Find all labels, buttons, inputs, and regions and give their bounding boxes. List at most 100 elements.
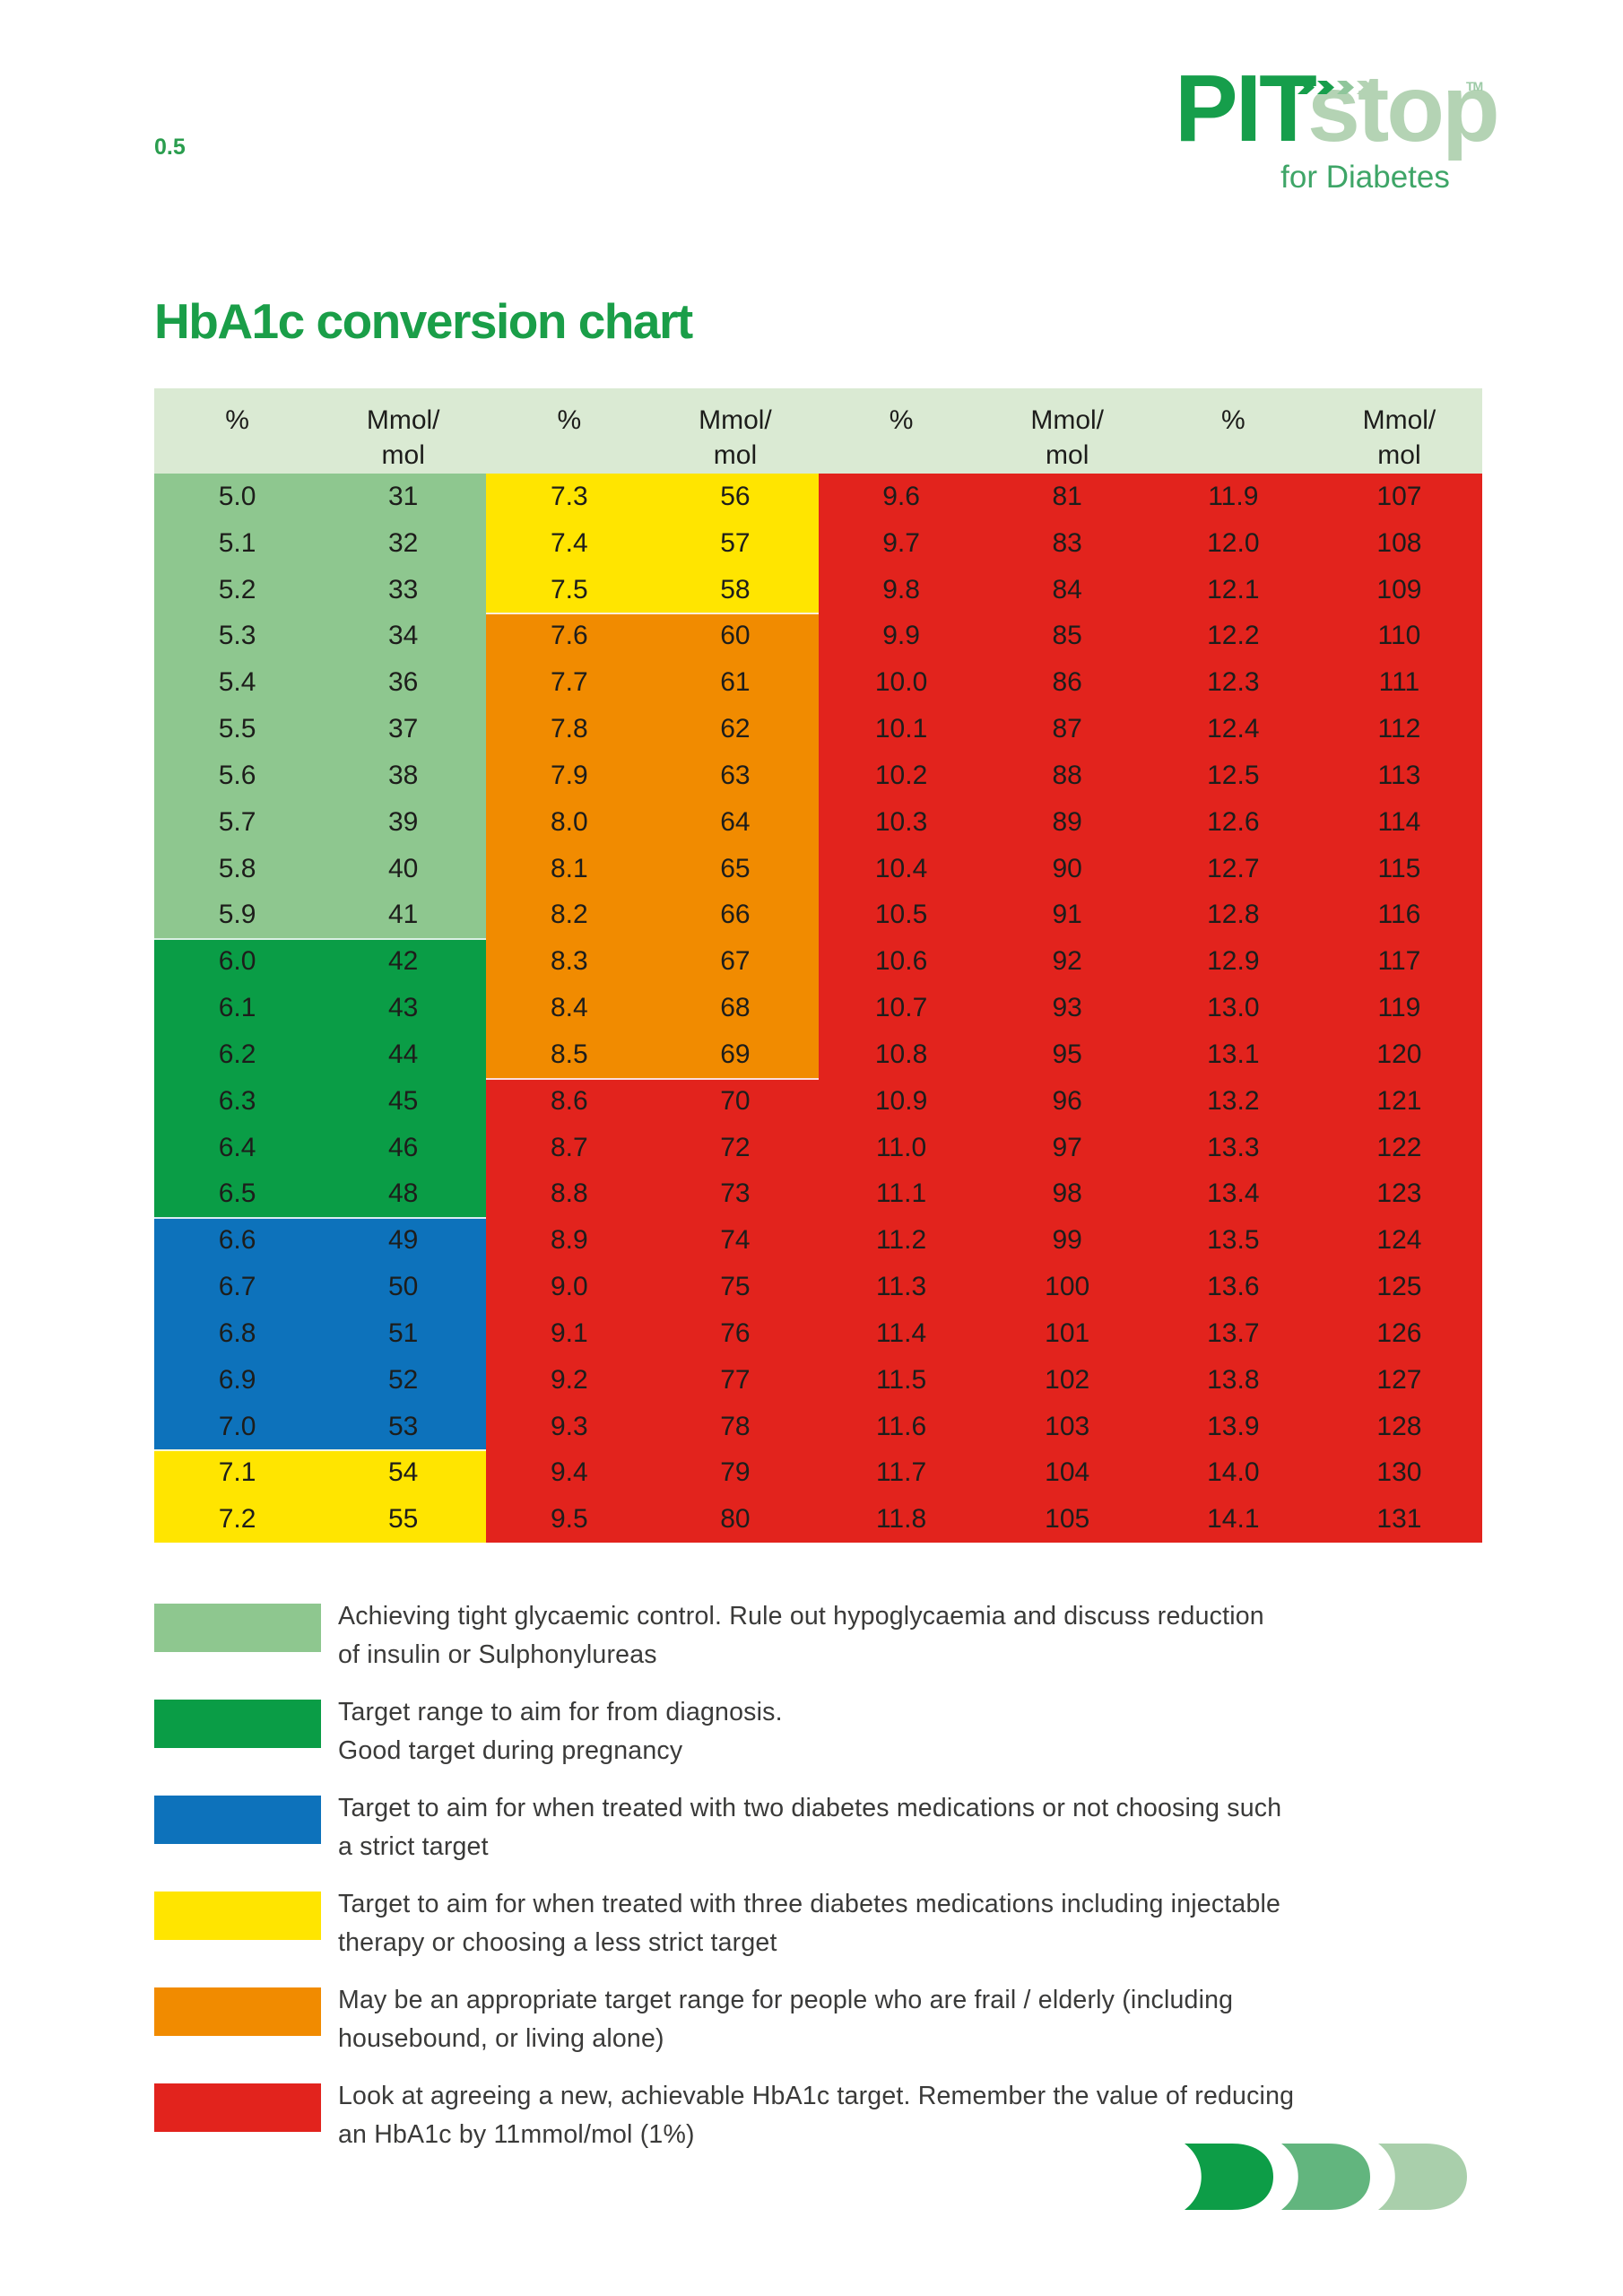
legend-text: Target to aim for when treated with thre… (338, 1890, 1281, 1957)
table-cell: 13.6 (1150, 1264, 1316, 1310)
footer-chevrons (1182, 2144, 1468, 2210)
table-cell: 7.6 (486, 613, 653, 660)
table-cell: 128 (1315, 1403, 1482, 1450)
table-row: 7.2 55 9.5 80 11.8 105 14.1 131 (154, 1496, 1482, 1544)
legend-text: Target to aim for when treated with two … (338, 1794, 1282, 1861)
table-cell: 10.9 (818, 1077, 985, 1125)
legend-swatch-red (154, 2083, 321, 2132)
table-cell: 8.7 (486, 1124, 653, 1171)
table-cell: 52 (320, 1356, 487, 1404)
table-cell: 42 (320, 938, 487, 986)
table-cell: 41 (320, 891, 487, 939)
table-cell: 36 (320, 659, 487, 707)
logo-tagline: for Diabetes (1280, 160, 1450, 195)
table-row: 5.0 31 7.3 56 9.6 81 11.9 107 (154, 474, 1482, 520)
table-cell: 9.4 (486, 1449, 653, 1497)
table-cell: 10.5 (818, 891, 985, 939)
table-cell: 14.0 (1150, 1449, 1316, 1497)
table-row: 6.6 49 8.9 74 11.2 99 13.5 124 (154, 1217, 1482, 1265)
table-cell: 11.0 (818, 1124, 985, 1171)
table-cell: 69 (652, 1031, 819, 1078)
table-row: 6.3 45 8.6 70 10.9 96 13.2 121 (154, 1077, 1482, 1125)
header-cell: Mmol/ mol (1362, 405, 1436, 470)
table-cell: 110 (1315, 613, 1482, 660)
table-cell: 6.5 (154, 1170, 321, 1218)
table-cell: 53 (320, 1403, 487, 1450)
pitstop-logo: PITstop TM for Diabetes (1175, 58, 1515, 216)
table-cell: 86 (984, 659, 1150, 707)
table-cell: 11.8 (818, 1496, 985, 1544)
table-cell: 81 (984, 474, 1150, 520)
table-cell: 13.4 (1150, 1170, 1316, 1218)
table-cell: 34 (320, 613, 487, 660)
table-cell: 99 (984, 1217, 1150, 1265)
table-cell: 12.6 (1150, 798, 1316, 846)
table-cell: 131 (1315, 1496, 1482, 1544)
table-cell: 6.3 (154, 1077, 321, 1125)
table-cell: 7.5 (486, 566, 653, 613)
header-cell: % (557, 405, 582, 435)
table-cell: 70 (652, 1077, 819, 1125)
table-cell: 13.9 (1150, 1403, 1316, 1450)
table-cell: 57 (652, 519, 819, 567)
table-cell: 109 (1315, 566, 1482, 613)
table-cell: 37 (320, 706, 487, 752)
table-cell: 77 (652, 1356, 819, 1404)
logo-wordmark: PITstop (1175, 58, 1515, 159)
table-cell: 6.1 (154, 985, 321, 1031)
table-cell: 98 (984, 1170, 1150, 1218)
page-title: HbA1c conversion chart (154, 293, 693, 349)
table-row: 7.0 53 9.3 78 11.6 103 13.9 128 (154, 1403, 1482, 1450)
table-cell: 87 (984, 706, 1150, 752)
table-cell: 5.5 (154, 706, 321, 752)
table-cell: 9.1 (486, 1309, 653, 1357)
table-row: 6.9 52 9.2 77 11.5 102 13.8 127 (154, 1356, 1482, 1404)
table-row: 6.1 43 8.4 68 10.7 93 13.0 119 (154, 985, 1482, 1031)
table-cell: 124 (1315, 1217, 1482, 1265)
speed-mark-icon (1337, 81, 1354, 94)
header-cell: Mmol/ mol (699, 405, 772, 470)
table-body: 5.0 31 7.3 56 9.6 81 11.9 107 5.1 32 7.4 57 9.7 83 12.… (154, 474, 1482, 1544)
table-cell: 45 (320, 1077, 487, 1125)
table-cell: 63 (652, 752, 819, 799)
table-cell: 5.0 (154, 474, 321, 520)
table-cell: 79 (652, 1449, 819, 1497)
table-cell: 48 (320, 1170, 487, 1218)
legend-swatch-light-green (154, 1604, 321, 1652)
table-cell: 54 (320, 1449, 487, 1497)
table-cell: 121 (1315, 1077, 1482, 1125)
table-cell: 9.7 (818, 519, 985, 567)
table-cell: 5.8 (154, 845, 321, 892)
table-cell: 89 (984, 798, 1150, 846)
table-cell: 127 (1315, 1356, 1482, 1404)
table-cell: 78 (652, 1403, 819, 1450)
table-cell: 6.8 (154, 1309, 321, 1357)
table-cell: 44 (320, 1031, 487, 1078)
table-cell: 6.9 (154, 1356, 321, 1404)
legend-text: Achieving tight glycaemic control. Rule … (338, 1602, 1264, 1669)
speed-marks-icon (1298, 81, 1374, 94)
table-row: 5.1 32 7.4 57 9.7 83 12.0 108 (154, 519, 1482, 567)
table-cell: 6.7 (154, 1264, 321, 1310)
table-row: 5.7 39 8.0 64 10.3 89 12.6 114 (154, 798, 1482, 846)
table-cell: 7.4 (486, 519, 653, 567)
table-cell: 83 (984, 519, 1150, 567)
table-row: 5.6 38 7.9 63 10.2 88 12.5 113 (154, 752, 1482, 799)
table-cell: 12.0 (1150, 519, 1316, 567)
chevron-icon (1185, 2144, 1273, 2210)
table-cell: 9.0 (486, 1264, 653, 1310)
table-cell: 114 (1315, 798, 1482, 846)
table-cell: 8.4 (486, 985, 653, 1031)
table-row: 5.3 34 7.6 60 9.9 85 12.2 110 (154, 613, 1482, 660)
table-cell: 51 (320, 1309, 487, 1357)
legend-swatch-dark-green (154, 1700, 321, 1748)
table-cell: 10.3 (818, 798, 985, 846)
table-cell: 5.3 (154, 613, 321, 660)
table-cell: 11.1 (818, 1170, 985, 1218)
table-cell: 56 (652, 474, 819, 520)
table-cell: 66 (652, 891, 819, 939)
table-row: 6.7 50 9.0 75 11.3 100 13.6 125 (154, 1264, 1482, 1310)
page-number: 0.5 (154, 135, 186, 160)
table-cell: 8.8 (486, 1170, 653, 1218)
table-cell: 117 (1315, 938, 1482, 986)
